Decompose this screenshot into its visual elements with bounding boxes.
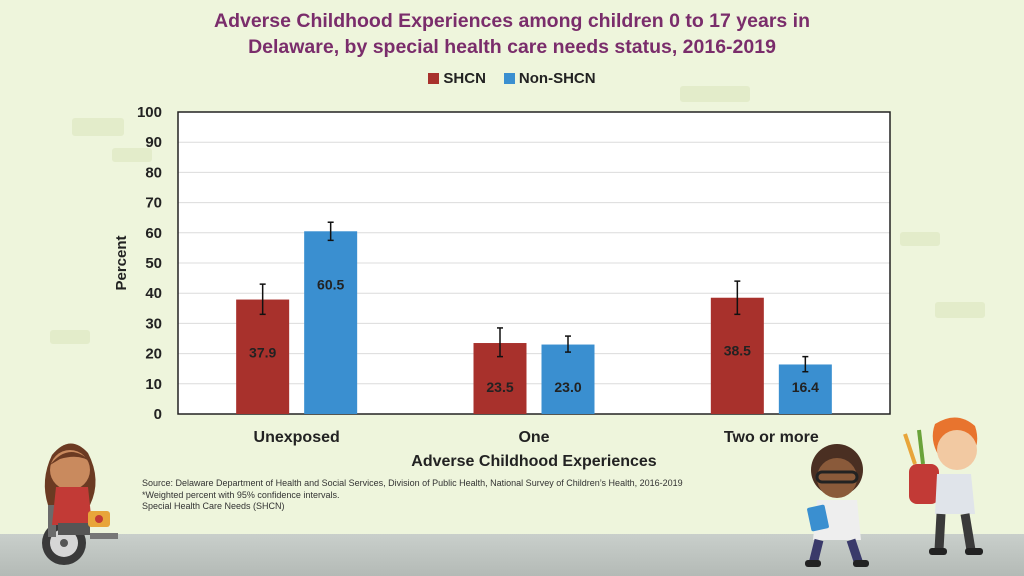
bar-non-shcn-one — [541, 344, 595, 414]
data-label: 37.9 — [249, 345, 276, 361]
data-label: 16.4 — [792, 379, 819, 395]
bar-shcn-unexposed — [236, 299, 290, 414]
y-tick-label: 70 — [145, 195, 162, 212]
x-tick-label: Unexposed — [254, 429, 340, 446]
legend-label-non-shcn: Non-SHCN — [518, 70, 596, 87]
legend-swatch-non-shcn — [503, 73, 515, 84]
data-label: 23.5 — [486, 379, 513, 395]
y-axis-title: Percent — [113, 235, 130, 290]
y-tick-label: 50 — [145, 255, 162, 272]
boy-with-backpack-illustration — [903, 417, 983, 555]
data-label: 38.5 — [724, 343, 751, 359]
y-tick-label: 40 — [145, 285, 162, 302]
background-patch — [900, 232, 940, 246]
x-tick-label: Two or more — [724, 429, 819, 446]
chart-legend: SHCN Non-SHCN — [0, 70, 1024, 87]
girl-in-wheelchair-illustration — [42, 443, 118, 565]
chart-title-line: Adverse Childhood Experiences among chil… — [213, 10, 811, 32]
y-tick-label: 30 — [145, 315, 162, 332]
y-tick-label: 0 — [154, 406, 162, 423]
shcn-note: Special Health Care Needs (SHCN) — [142, 501, 285, 511]
y-tick-label: 20 — [145, 346, 162, 363]
bar-shcn-two-or-more — [710, 297, 764, 414]
x-tick-label: One — [518, 429, 549, 446]
y-tick-label: 100 — [137, 104, 162, 121]
y-tick-label: 10 — [145, 376, 162, 393]
plot-border — [177, 111, 891, 415]
background-patch — [680, 86, 750, 102]
legend-item-shcn: SHCN — [428, 70, 486, 87]
footnotes: Source: Delaware Department of Health an… — [142, 478, 683, 513]
background-patch — [112, 148, 152, 162]
legend-label-shcn: SHCN — [443, 70, 486, 87]
x-axis-title: Adverse Childhood Experiences — [411, 453, 657, 470]
bar-non-shcn-unexposed — [304, 231, 358, 414]
y-tick-label: 80 — [145, 164, 162, 181]
background-patch — [935, 302, 985, 318]
background-patch — [72, 118, 124, 136]
boy-with-book-illustration — [805, 444, 869, 567]
ci-note: *Weighted percent with 95% confidence in… — [142, 489, 340, 500]
legend-swatch-shcn — [428, 73, 440, 84]
y-tick-label: 90 — [145, 134, 162, 151]
bar-non-shcn-two-or-more — [778, 364, 832, 414]
source-note: Source: Delaware Department of Health an… — [142, 478, 683, 488]
background-patch — [50, 330, 90, 344]
data-label: 23.0 — [554, 379, 581, 395]
chart-title-line: Delaware, by special health care needs s… — [248, 36, 776, 58]
chart-title: Adverse Childhood Experiences among chil… — [0, 8, 1024, 60]
y-tick-label: 60 — [145, 225, 162, 242]
data-label: 60.5 — [317, 276, 344, 292]
legend-item-non-shcn: Non-SHCN — [503, 70, 596, 87]
